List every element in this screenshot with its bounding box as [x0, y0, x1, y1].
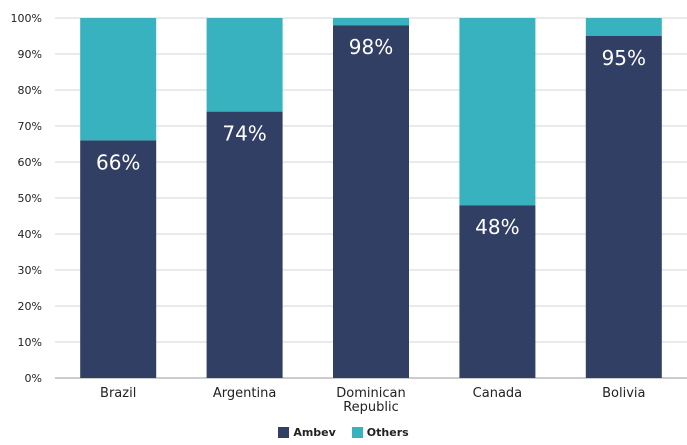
- bar-ambev-dominican-republic: [333, 25, 409, 378]
- x-tick-label: Brazil: [100, 386, 136, 401]
- y-tick-label: 0%: [25, 372, 42, 385]
- x-tick-label: Canada: [473, 386, 522, 401]
- y-tick-label: 90%: [18, 48, 42, 61]
- bars: [80, 18, 662, 378]
- legend-item-others: Others: [351, 426, 409, 439]
- bar-others-bolivia: [585, 18, 662, 36]
- y-tick-label: 20%: [18, 300, 42, 313]
- legend-label-others: Others: [366, 426, 409, 439]
- y-tick-label: 80%: [18, 84, 42, 97]
- y-tick-label: 30%: [18, 264, 42, 277]
- x-axis-labels: Brazil Argentina Dominican Republic Canada Bo…: [100, 386, 645, 415]
- bar-others-brazil: [80, 18, 157, 141]
- bar-others-argentina: [206, 18, 283, 112]
- bar-ambev-canada: [459, 205, 536, 378]
- bar-others-dominican-republic: [333, 18, 409, 26]
- y-tick-label: 70%: [18, 120, 42, 133]
- legend-swatch-ambev: [278, 427, 290, 438]
- y-tick-label: 60%: [18, 156, 42, 169]
- y-tick-label: 100%: [11, 12, 42, 25]
- bar-others-canada: [459, 18, 536, 206]
- data-label: 74%: [222, 122, 266, 146]
- data-labels: 66% 74% 98% 48% 95%: [96, 35, 646, 239]
- bar-ambev-brazil: [80, 140, 157, 378]
- legend-label-ambev: Ambev: [293, 426, 336, 439]
- x-tick-label: Bolivia: [602, 386, 645, 401]
- data-label: 48%: [475, 215, 519, 239]
- data-label: 66%: [96, 150, 140, 174]
- legend: Ambev Others: [0, 426, 687, 439]
- x-tick-label: Dominican Republic: [336, 386, 405, 415]
- y-tick-label: 50%: [18, 192, 42, 205]
- y-tick-label: 40%: [18, 228, 42, 241]
- legend-item-ambev: Ambev: [278, 426, 336, 439]
- y-tick-label: 10%: [18, 336, 42, 349]
- x-tick-label: Argentina: [213, 386, 276, 401]
- legend-swatch-others: [351, 427, 363, 438]
- bar-ambev-bolivia: [585, 36, 662, 378]
- bar-ambev-argentina: [206, 111, 283, 378]
- data-label: 98%: [349, 35, 393, 59]
- y-axis-ticks: 0% 10% 20% 30% 40% 50% 60% 70% 80% 90% 100%: [11, 12, 42, 385]
- data-label: 95%: [602, 46, 646, 70]
